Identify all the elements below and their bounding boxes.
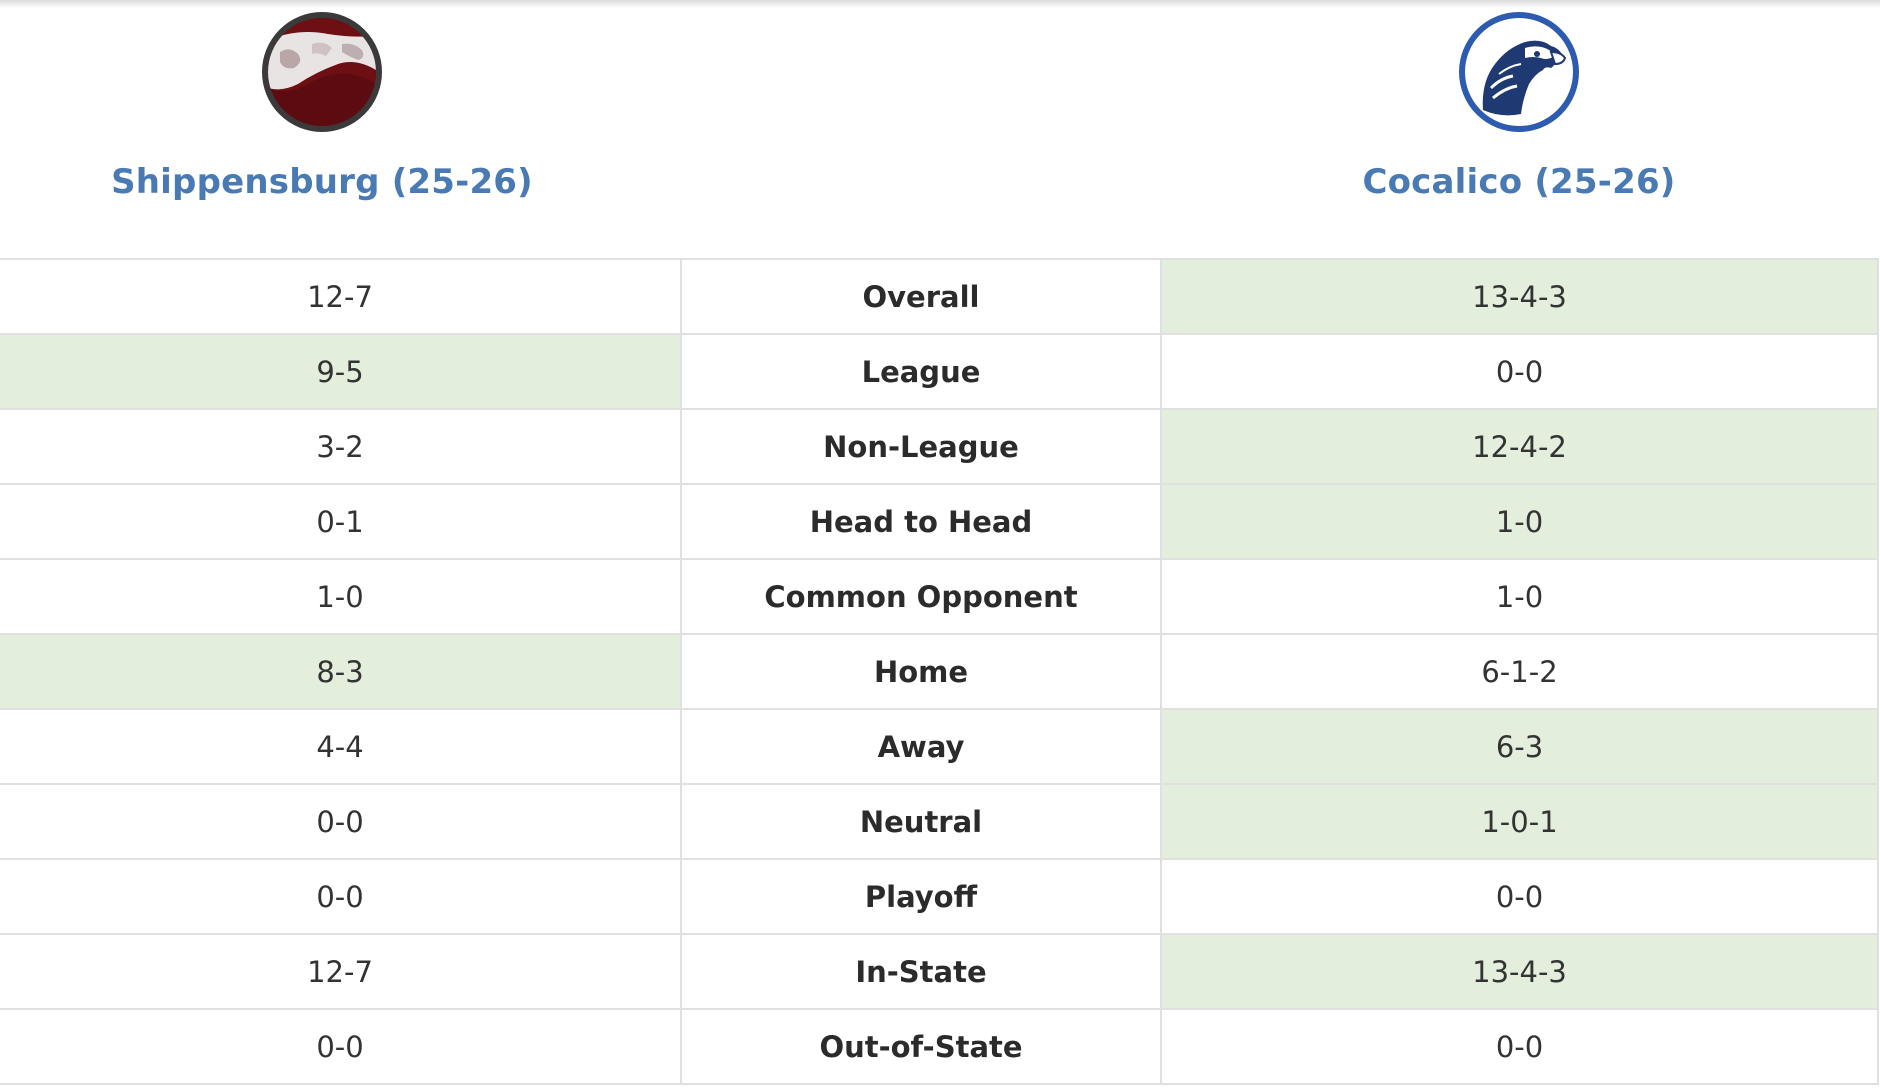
table-row: 9-5 League 0-0 — [0, 333, 1879, 410]
home-record-cell: 0-1 — [0, 483, 682, 560]
shippensburg-logo-icon[interactable] — [262, 12, 382, 132]
away-record-cell: 0-0 — [1160, 1008, 1879, 1085]
away-team-header: Cocalico (25-26) — [1180, 12, 1858, 202]
home-record-cell: 0-0 — [0, 783, 682, 860]
home-record-cell: 1-0 — [0, 558, 682, 635]
stat-label-cell: Head to Head — [680, 483, 1162, 560]
home-record-cell: 12-7 — [0, 258, 682, 335]
stat-label-cell: Neutral — [680, 783, 1162, 860]
home-record-cell: 0-0 — [0, 1008, 682, 1085]
away-record-cell: 6-3 — [1160, 708, 1879, 785]
home-record-cell: 8-3 — [0, 633, 682, 710]
top-shadow — [0, 0, 1880, 8]
stat-label-cell: Playoff — [680, 858, 1162, 935]
stat-label-cell: Away — [680, 708, 1162, 785]
table-row: 8-3 Home 6-1-2 — [0, 633, 1879, 710]
home-team-name-link[interactable]: Shippensburg (25-26) — [111, 162, 533, 202]
cocalico-eagle-logo-icon[interactable] — [1459, 12, 1579, 132]
table-row: 0-0 Neutral 1-0-1 — [0, 783, 1879, 860]
stat-label-cell: Out-of-State — [680, 1008, 1162, 1085]
away-record-cell: 0-0 — [1160, 333, 1879, 410]
home-record-cell: 12-7 — [0, 933, 682, 1010]
table-row: 0-1 Head to Head 1-0 — [0, 483, 1879, 560]
away-record-cell: 6-1-2 — [1160, 633, 1879, 710]
home-record-cell: 4-4 — [0, 708, 682, 785]
home-record-cell: 9-5 — [0, 333, 682, 410]
stat-label-cell: Overall — [680, 258, 1162, 335]
home-record-cell: 0-0 — [0, 858, 682, 935]
table-row: 0-0 Playoff 0-0 — [0, 858, 1879, 935]
table-row: 12-7 In-State 13-4-3 — [0, 933, 1879, 1010]
away-record-cell: 12-4-2 — [1160, 408, 1879, 485]
table-row: 12-7 Overall 13-4-3 — [0, 258, 1879, 335]
stat-label-cell: Home — [680, 633, 1162, 710]
home-record-cell: 3-2 — [0, 408, 682, 485]
away-record-cell: 1-0 — [1160, 483, 1879, 560]
away-record-cell: 13-4-3 — [1160, 258, 1879, 335]
stat-label-cell: Non-League — [680, 408, 1162, 485]
table-row: 1-0 Common Opponent 1-0 — [0, 558, 1879, 635]
away-record-cell: 1-0-1 — [1160, 783, 1879, 860]
stat-label-cell: In-State — [680, 933, 1162, 1010]
comparison-table: 12-7 Overall 13-4-3 9-5 League 0-0 3-2 Non-Leag… — [0, 258, 1879, 1085]
stat-label-cell: League — [680, 333, 1162, 410]
table-row: 4-4 Away 6-3 — [0, 708, 1879, 785]
away-record-cell: 0-0 — [1160, 858, 1879, 935]
away-team-name-link[interactable]: Cocalico (25-26) — [1362, 162, 1676, 202]
stat-label-cell: Common Opponent — [680, 558, 1162, 635]
away-record-cell: 13-4-3 — [1160, 933, 1879, 1010]
table-row: 3-2 Non-League 12-4-2 — [0, 408, 1879, 485]
away-record-cell: 1-0 — [1160, 558, 1879, 635]
home-team-header: Shippensburg (25-26) — [0, 12, 644, 202]
table-row: 0-0 Out-of-State 0-0 — [0, 1008, 1879, 1085]
